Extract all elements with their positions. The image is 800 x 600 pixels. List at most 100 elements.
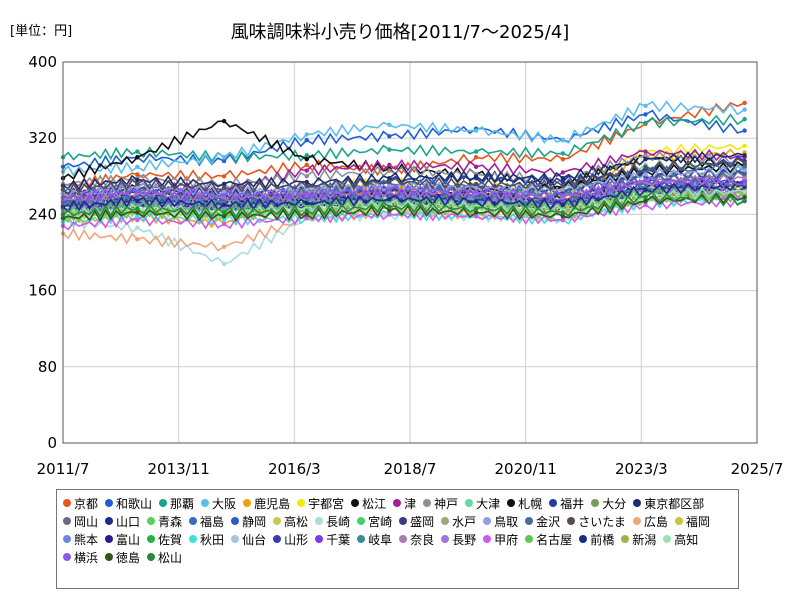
legend-item: 和歌山: [105, 494, 152, 512]
data-point: [643, 120, 648, 126]
legend-label: 津: [404, 496, 417, 511]
y-tick-label: 400: [28, 53, 57, 71]
data-point: [742, 107, 747, 112]
legend-label: 松山: [158, 550, 183, 565]
data-point: [742, 100, 747, 106]
x-tick-label: 2020/11: [495, 460, 557, 478]
data-point: [643, 202, 648, 208]
data-point: [304, 153, 309, 158]
series-さいたま: [60, 157, 747, 196]
legend-marker: [297, 499, 306, 507]
legend-marker: [105, 553, 114, 561]
legend-marker: [399, 517, 408, 525]
legend-item: 長野: [441, 530, 476, 548]
legend-label: 徳島: [116, 550, 141, 565]
legend-marker: [315, 517, 324, 525]
legend-label: 盛岡: [410, 514, 435, 529]
data-point: [221, 202, 227, 208]
data-point: [473, 210, 479, 215]
data-point: [643, 164, 648, 169]
legend-item: 宇都宮: [297, 494, 344, 512]
data-point: [221, 181, 227, 187]
legend-label: 東京都区部: [644, 496, 705, 511]
legend-marker: [189, 535, 198, 543]
data-point: [135, 172, 140, 177]
legend-marker: [441, 535, 450, 543]
data-point: [135, 181, 140, 187]
legend-marker: [399, 535, 408, 543]
data-point: [221, 174, 227, 179]
data-point: [473, 128, 479, 133]
y-tick-label: 80: [38, 358, 57, 376]
data-point: [387, 147, 392, 152]
series-layer: [60, 100, 747, 267]
y-tick-label: 240: [28, 205, 57, 223]
data-point: [221, 189, 227, 194]
legend-label: 長崎: [326, 514, 351, 529]
x-tick-label: 2023/3: [615, 460, 668, 478]
data-point: [473, 198, 479, 204]
data-point: [643, 153, 648, 158]
legend-marker: [105, 517, 114, 525]
series-松山: [60, 191, 747, 219]
data-point: [742, 116, 747, 122]
legend-label: 宮崎: [368, 514, 393, 529]
data-point: [560, 156, 566, 162]
legend-item: 東京都区部: [633, 494, 704, 512]
legend-label: 前橋: [590, 532, 615, 547]
data-point: [135, 189, 140, 194]
legend-label: 和歌山: [116, 496, 153, 511]
data-point: [643, 149, 648, 154]
data-point: [221, 244, 227, 249]
legend-item: 広島: [632, 512, 668, 530]
data-point: [742, 143, 747, 149]
x-tick-label: 2025/7: [731, 460, 784, 478]
legend-marker: [231, 535, 240, 543]
data-point: [304, 216, 309, 221]
data-point: [135, 217, 140, 223]
legend-item: 福井: [549, 494, 584, 512]
legend-label: 千葉: [326, 532, 351, 547]
data-point: [742, 176, 747, 181]
legend-item: 福岡: [674, 512, 710, 530]
legend-label: 広島: [643, 514, 668, 529]
legend-item: 新潟: [621, 530, 656, 548]
data-point: [560, 179, 566, 185]
legend-item: 水戸: [441, 512, 476, 530]
data-point: [135, 185, 140, 190]
data-point: [135, 198, 140, 204]
data-point: [742, 198, 747, 204]
legend-label: 横浜: [74, 550, 99, 565]
data-point: [304, 200, 309, 206]
legend-item: 静岡: [231, 512, 266, 530]
legend-marker: [231, 517, 240, 525]
data-point: [742, 168, 747, 173]
data-point: [135, 214, 140, 219]
data-point: [135, 164, 140, 169]
legend-label: 福島: [200, 514, 225, 529]
data-point: [304, 187, 309, 192]
legend-label: 宇都宮: [308, 496, 345, 511]
data-point: [742, 195, 747, 200]
data-point: [742, 189, 747, 194]
legend-marker: [525, 517, 534, 525]
data-point: [304, 156, 309, 162]
series-東京都区部: [60, 151, 747, 192]
legend-marker: [441, 517, 450, 525]
data-point: [643, 187, 648, 192]
data-point: [560, 210, 566, 215]
legend-label: 大分: [602, 496, 627, 511]
series-鳥取: [60, 165, 747, 198]
data-point: [387, 134, 392, 139]
data-point: [304, 132, 309, 137]
legend-item: 鳥取: [483, 512, 518, 530]
data-point: [473, 174, 479, 179]
series-line: [62, 109, 745, 169]
data-point: [304, 137, 309, 143]
data-point: [135, 155, 140, 160]
data-point: [221, 210, 227, 215]
legend-label: 高知: [674, 532, 699, 547]
legend-marker: [549, 499, 558, 507]
data-point: [135, 149, 140, 154]
legend-label: 京都: [74, 496, 99, 511]
